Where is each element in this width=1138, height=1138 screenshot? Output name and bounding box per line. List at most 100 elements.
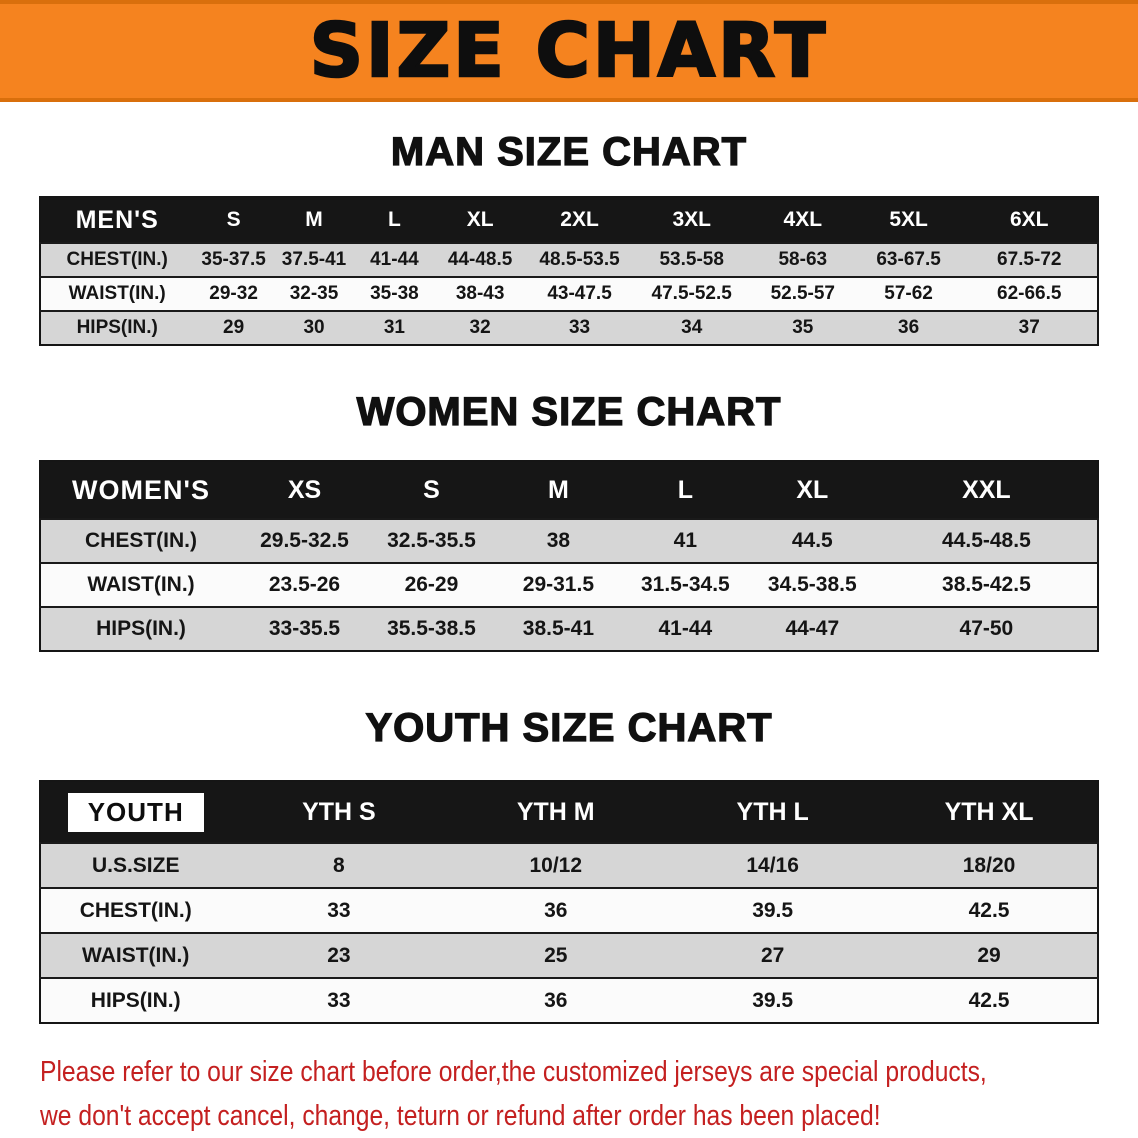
size-cell: 23.5-26 — [241, 562, 368, 607]
youth-col-header-yth-m: YTH M — [447, 781, 665, 843]
youth-col-header-yth-l: YTH L — [664, 781, 882, 843]
size-cell: 26-29 — [367, 562, 495, 607]
size-cell: 31.5-34.5 — [621, 562, 749, 607]
row-label: CHEST(IN.) — [40, 518, 242, 563]
size-cell: 29-31.5 — [494, 562, 622, 607]
men-col-header-l: L — [354, 197, 435, 243]
size-cell: 32-35 — [273, 276, 355, 311]
women-col-header-xl: XL — [748, 461, 876, 519]
row-label: WAIST(IN.) — [40, 932, 231, 978]
men-hips-row: HIPS(IN.) 29 30 31 32 33 34 35 36 37 — [40, 310, 1098, 345]
size-cell: 52.5-57 — [749, 276, 856, 311]
men-col-header-5xl: 5XL — [855, 197, 962, 243]
size-cell: 29 — [881, 932, 1098, 978]
men-size-table: MEN'S S M L XL 2XL 3XL 4XL 5XL 6XL CHEST… — [39, 196, 1099, 346]
size-cell: 36 — [447, 887, 665, 933]
women-section: WOMEN SIZE CHART WOMEN'S XS S M L XL XXL — [0, 389, 1138, 652]
women-table-title: WOMEN'S — [40, 461, 242, 519]
size-cell: 38.5-41 — [494, 606, 622, 651]
size-cell: 34.5-38.5 — [748, 562, 876, 607]
size-cell: 33 — [525, 310, 634, 345]
size-cell: 35.5-38.5 — [367, 606, 495, 651]
size-cell: 41 — [621, 518, 749, 563]
youth-chest-row: CHEST(IN.) 33 36 39.5 42.5 — [40, 887, 1098, 933]
youth-header-row: YOUTH YTH S YTH M YTH L YTH XL — [40, 781, 1098, 843]
youth-col-header-yth-xl: YTH XL — [881, 781, 1098, 843]
youth-section-heading: YOUTH SIZE CHART — [365, 705, 773, 750]
size-cell: 27 — [664, 932, 882, 978]
size-cell: 58-63 — [749, 242, 856, 277]
youth-hips-row: HIPS(IN.) 33 36 39.5 42.5 — [40, 977, 1098, 1023]
size-cell: 39.5 — [664, 887, 882, 933]
women-header-row: WOMEN'S XS S M L XL XXL — [40, 461, 1098, 519]
row-label: HIPS(IN.) — [40, 977, 231, 1023]
size-cell: 32 — [434, 310, 526, 345]
size-cell: 37.5-41 — [273, 242, 355, 277]
size-cell: 42.5 — [881, 887, 1098, 933]
size-cell: 29 — [193, 310, 274, 345]
women-size-table: WOMEN'S XS S M L XL XXL CHEST(IN.) 29.5-… — [39, 460, 1099, 652]
size-cell: 30 — [273, 310, 355, 345]
men-table-title: MEN'S — [40, 197, 194, 243]
banner: SIZE CHART — [0, 0, 1138, 102]
size-cell: 53.5-58 — [633, 242, 750, 277]
size-cell: 10/12 — [447, 842, 665, 888]
row-label: CHEST(IN.) — [40, 887, 231, 933]
disclaimer-line-2: we don't accept cancel, change, teturn o… — [40, 1100, 881, 1133]
disclaimer-line-1: Please refer to our size chart before or… — [40, 1056, 987, 1088]
row-label: WAIST(IN.) — [40, 562, 242, 607]
men-header-row: MEN'S S M L XL 2XL 3XL 4XL 5XL 6XL — [40, 197, 1098, 243]
size-cell: 57-62 — [855, 276, 962, 311]
size-cell: 43-47.5 — [525, 276, 634, 311]
youth-ussize-row: U.S.SIZE 8 10/12 14/16 18/20 — [40, 842, 1098, 888]
women-col-header-m: M — [494, 461, 622, 519]
size-cell: 33 — [230, 887, 448, 933]
size-cell: 67.5-72 — [961, 242, 1098, 277]
men-chest-row: CHEST(IN.) 35-37.5 37.5-41 41-44 44-48.5… — [40, 242, 1098, 277]
men-col-header-4xl: 4XL — [749, 197, 856, 243]
men-col-header-2xl: 2XL — [525, 197, 634, 243]
youth-table-title: YOUTH — [40, 781, 231, 843]
women-chest-row: CHEST(IN.) 29.5-32.5 32.5-35.5 38 41 44.… — [40, 518, 1098, 563]
men-section: MAN SIZE CHART MEN'S S M L XL 2XL 3XL 4X… — [0, 129, 1138, 346]
women-waist-row: WAIST(IN.) 23.5-26 26-29 29-31.5 31.5-34… — [40, 562, 1098, 607]
size-cell: 34 — [633, 310, 750, 345]
size-cell: 35-37.5 — [193, 242, 274, 277]
men-col-header-6xl: 6XL — [961, 197, 1098, 243]
row-label: CHEST(IN.) — [40, 242, 194, 277]
size-cell: 32.5-35.5 — [367, 518, 495, 563]
size-cell: 44-47 — [748, 606, 876, 651]
row-label: HIPS(IN.) — [40, 310, 194, 345]
size-cell: 38-43 — [434, 276, 526, 311]
youth-waist-row: WAIST(IN.) 23 25 27 29 — [40, 932, 1098, 978]
size-cell: 42.5 — [881, 977, 1098, 1023]
size-cell: 33 — [230, 977, 448, 1023]
youth-size-table: YOUTH YTH S YTH M YTH L YTH XL U.S.SIZE … — [39, 780, 1099, 1024]
page-title: SIZE CHART — [309, 8, 829, 94]
size-cell: 62-66.5 — [961, 276, 1098, 311]
youth-col-header-yth-s: YTH S — [230, 781, 448, 843]
men-col-header-xl: XL — [434, 197, 526, 243]
size-cell: 44.5 — [748, 518, 876, 563]
women-col-header-xxl: XXL — [875, 461, 1098, 519]
size-cell: 44.5-48.5 — [875, 518, 1098, 563]
size-cell: 35-38 — [354, 276, 435, 311]
size-cell: 47-50 — [875, 606, 1098, 651]
size-cell: 29-32 — [193, 276, 274, 311]
size-cell: 8 — [230, 842, 448, 888]
men-col-header-s: S — [193, 197, 274, 243]
size-cell: 37 — [961, 310, 1098, 345]
size-cell: 25 — [447, 932, 665, 978]
size-cell: 18/20 — [881, 842, 1098, 888]
size-cell: 36 — [855, 310, 962, 345]
size-cell: 41-44 — [354, 242, 435, 277]
men-waist-row: WAIST(IN.) 29-32 32-35 35-38 38-43 43-47… — [40, 276, 1098, 311]
size-cell: 44-48.5 — [434, 242, 526, 277]
row-label: WAIST(IN.) — [40, 276, 194, 311]
size-cell: 29.5-32.5 — [241, 518, 368, 563]
women-col-header-l: L — [621, 461, 749, 519]
size-cell: 23 — [230, 932, 448, 978]
size-cell: 38 — [494, 518, 622, 563]
women-hips-row: HIPS(IN.) 33-35.5 35.5-38.5 38.5-41 41-4… — [40, 606, 1098, 651]
